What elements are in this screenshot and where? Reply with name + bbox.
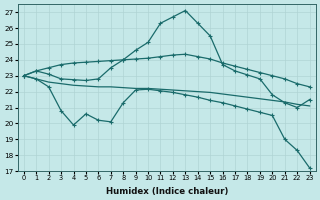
- X-axis label: Humidex (Indice chaleur): Humidex (Indice chaleur): [106, 187, 228, 196]
